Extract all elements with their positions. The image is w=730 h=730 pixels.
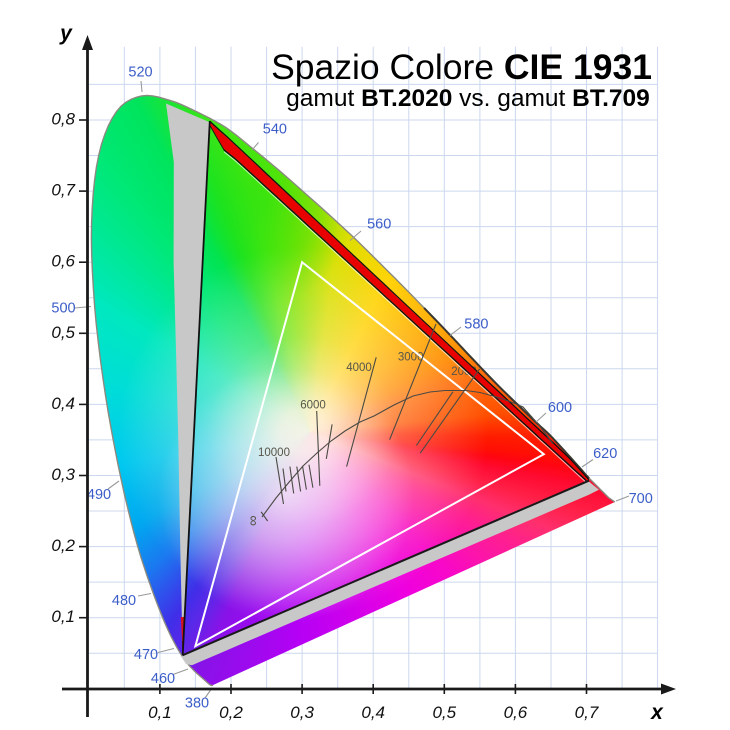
svg-text:10000: 10000 — [258, 447, 290, 459]
svg-text:580: 580 — [464, 317, 488, 333]
svg-text:620: 620 — [593, 446, 617, 462]
svg-text:0,2: 0,2 — [219, 703, 243, 722]
svg-text:480: 480 — [112, 593, 136, 609]
svg-text:0,2: 0,2 — [51, 536, 75, 555]
svg-text:0,1: 0,1 — [51, 607, 75, 626]
svg-text:490: 490 — [87, 487, 111, 503]
svg-text:0,3: 0,3 — [290, 703, 314, 722]
svg-text:0,3: 0,3 — [51, 465, 75, 484]
svg-text:4000: 4000 — [346, 362, 372, 374]
svg-text:gamut BT.2020 vs. gamut BT.709: gamut BT.2020 vs. gamut BT.709 — [286, 85, 650, 112]
svg-text:0,5: 0,5 — [51, 323, 75, 342]
svg-text:380: 380 — [185, 696, 209, 712]
svg-text:560: 560 — [367, 216, 391, 232]
svg-text:520: 520 — [128, 65, 152, 81]
svg-text:460: 460 — [151, 671, 175, 687]
svg-text:0,7: 0,7 — [575, 703, 599, 722]
svg-text:3000: 3000 — [398, 352, 424, 364]
svg-text:470: 470 — [134, 647, 158, 663]
svg-text:600: 600 — [548, 400, 572, 416]
svg-text:0,5: 0,5 — [432, 703, 456, 722]
svg-text:0,8: 0,8 — [51, 110, 75, 129]
svg-text:0,4: 0,4 — [361, 703, 385, 722]
svg-text:0,4: 0,4 — [51, 394, 75, 413]
svg-text:∞: ∞ — [244, 515, 261, 526]
svg-text:6000: 6000 — [300, 399, 326, 411]
svg-text:0,1: 0,1 — [148, 703, 172, 722]
svg-text:700: 700 — [629, 491, 653, 507]
svg-text:0,7: 0,7 — [51, 181, 75, 200]
svg-text:Spazio Colore CIE 1931: Spazio Colore CIE 1931 — [271, 47, 652, 87]
svg-text:y: y — [59, 22, 73, 45]
svg-text:x: x — [650, 701, 664, 724]
svg-text:500: 500 — [51, 301, 75, 317]
svg-text:0,6: 0,6 — [51, 252, 75, 271]
svg-text:540: 540 — [263, 122, 287, 138]
svg-text:0,6: 0,6 — [504, 703, 528, 722]
